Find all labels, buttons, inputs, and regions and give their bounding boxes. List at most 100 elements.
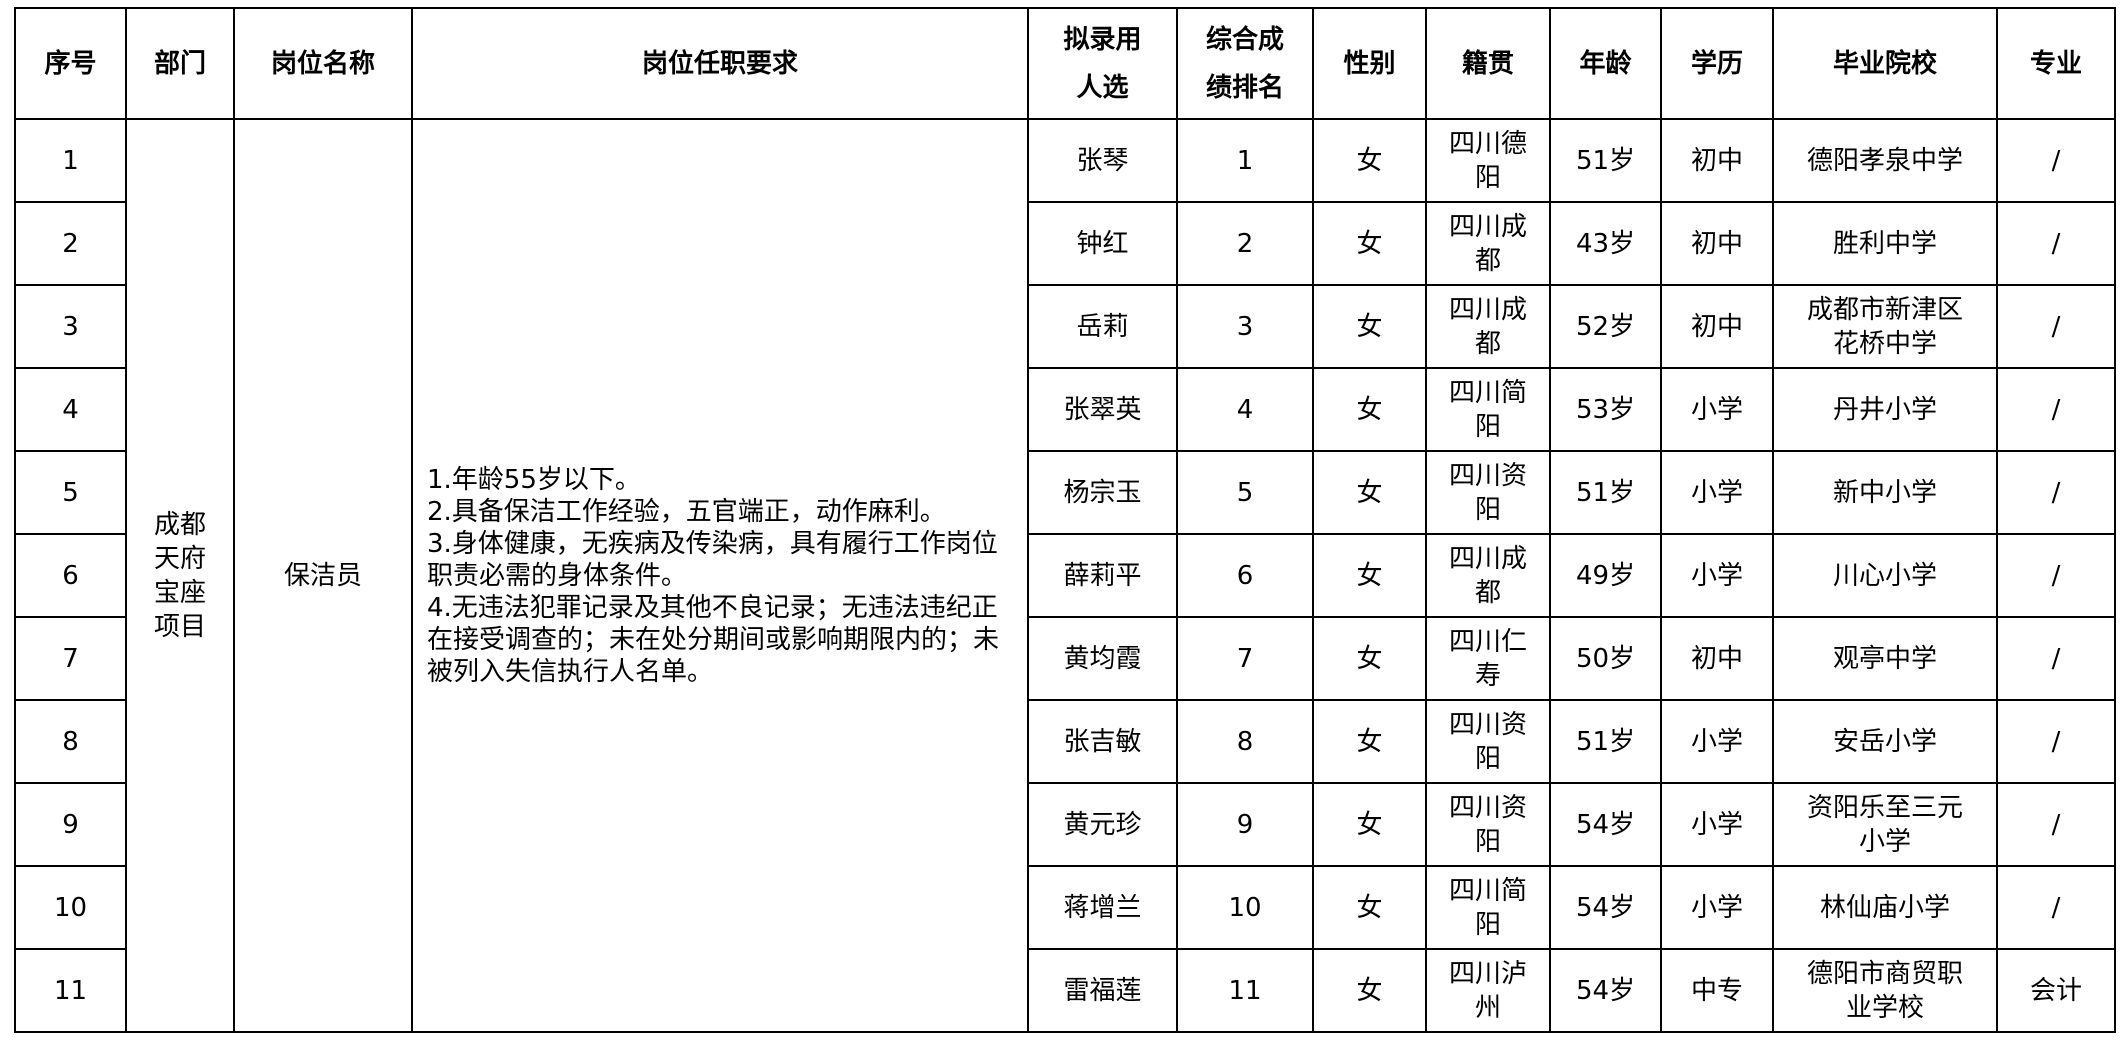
origin-cell-text: 四川成 都 [1448, 211, 1527, 276]
gender-cell-text: 女 [1356, 892, 1383, 923]
age-cell: 54岁 [1549, 782, 1662, 867]
table-row: 10 蒋增兰 10 女 四川简 阳 54岁 小学 林仙庙小学 / [14, 865, 2116, 950]
education-cell-text: 中专 [1690, 975, 1743, 1006]
origin-cell: 四川成 都 [1425, 284, 1551, 369]
education-cell-text: 小学 [1690, 809, 1743, 840]
major-cell: / [1996, 533, 2116, 618]
education-cell-text: 初中 [1690, 643, 1743, 674]
name-cell-text: 钟红 [1076, 228, 1129, 259]
education-cell: 小学 [1660, 450, 1774, 535]
rank-cell-text: 6 [1236, 560, 1254, 591]
major-cell: / [1996, 118, 2116, 203]
requirements-cell: 1.年龄55岁以下。 2.具备保洁工作经验，五官端正，动作麻利。 3.身体健康，… [411, 118, 1029, 1033]
name-cell-text: 张翠英 [1063, 394, 1142, 425]
school-cell-text: 丹井小学 [1832, 394, 1937, 425]
header-cell: 年龄 [1549, 7, 1662, 120]
age-cell-text: 49岁 [1575, 560, 1636, 591]
school-cell-text: 新中小学 [1832, 477, 1937, 508]
name-cell: 张吉敏 [1027, 699, 1178, 784]
education-cell: 小学 [1660, 533, 1774, 618]
age-cell-text: 43岁 [1575, 228, 1636, 259]
rank-cell: 9 [1176, 782, 1314, 867]
gender-cell-text: 女 [1356, 311, 1383, 342]
origin-cell-text: 四川简 阳 [1448, 875, 1527, 940]
education-cell: 小学 [1660, 699, 1774, 784]
school-cell: 川心小学 [1772, 533, 1998, 618]
origin-cell-text: 四川成 都 [1448, 294, 1527, 359]
no-cell-text: 3 [62, 311, 79, 342]
origin-cell-text: 四川德 阳 [1448, 128, 1527, 193]
position-cell: 保洁员 [233, 118, 413, 1033]
major-cell-text: / [2051, 560, 2061, 591]
origin-cell-text: 四川仁 寿 [1448, 626, 1527, 691]
origin-cell-text: 四川成 都 [1448, 543, 1527, 608]
no-cell-text: 1 [62, 145, 79, 176]
rank-cell: 7 [1176, 616, 1314, 701]
name-cell: 杨宗玉 [1027, 450, 1178, 535]
major-cell: 会计 [1996, 948, 2116, 1033]
no-cell: 9 [14, 782, 127, 867]
major-cell: / [1996, 201, 2116, 286]
rank-cell-text: 8 [1236, 726, 1254, 757]
education-cell: 小学 [1660, 782, 1774, 867]
header-cell: 性别 [1312, 7, 1427, 120]
age-cell: 50岁 [1549, 616, 1662, 701]
no-cell: 4 [14, 367, 127, 452]
age-cell: 43岁 [1549, 201, 1662, 286]
header-cell: 学历 [1660, 7, 1774, 120]
no-cell: 1 [14, 118, 127, 203]
age-cell-text: 51岁 [1575, 145, 1636, 176]
education-cell-text: 初中 [1690, 145, 1743, 176]
age-cell-text: 54岁 [1575, 975, 1636, 1006]
age-cell-text: 54岁 [1575, 892, 1636, 923]
no-cell: 6 [14, 533, 127, 618]
school-cell-text: 资阳乐至三元 小学 [1806, 792, 1963, 857]
no-cell-text: 9 [62, 809, 79, 840]
school-cell: 德阳孝泉中学 [1772, 118, 1998, 203]
school-cell: 观亭中学 [1772, 616, 1998, 701]
major-cell-text: / [2051, 311, 2061, 342]
age-cell: 54岁 [1549, 865, 1662, 950]
gender-cell: 女 [1312, 118, 1427, 203]
school-cell: 成都市新津区 花桥中学 [1772, 284, 1998, 369]
name-cell: 薛莉平 [1027, 533, 1178, 618]
table-row: 11 雷福莲 11 女 四川泸 州 54岁 中专 德阳市商贸职 业学校 会计 [14, 948, 2116, 1033]
rank-cell: 3 [1176, 284, 1314, 369]
no-cell-text: 5 [62, 477, 79, 508]
name-cell: 雷福莲 [1027, 948, 1178, 1033]
education-cell: 初中 [1660, 284, 1774, 369]
name-cell: 黄均霞 [1027, 616, 1178, 701]
no-cell: 2 [14, 201, 127, 286]
name-cell-text: 张吉敏 [1063, 726, 1142, 757]
table-row: 2 钟红 2 女 四川成 都 43岁 初中 胜利中学 / [14, 201, 2116, 286]
education-cell-text: 小学 [1690, 892, 1743, 923]
education-cell-text: 初中 [1690, 311, 1743, 342]
rank-cell-text: 10 [1228, 892, 1262, 923]
school-cell: 资阳乐至三元 小学 [1772, 782, 1998, 867]
major-cell-text: / [2051, 892, 2061, 923]
origin-cell: 四川资 阳 [1425, 782, 1551, 867]
school-cell: 安岳小学 [1772, 699, 1998, 784]
no-cell-text: 11 [53, 975, 88, 1006]
rank-cell: 5 [1176, 450, 1314, 535]
rank-cell-text: 4 [1236, 394, 1254, 425]
gender-cell-text: 女 [1356, 726, 1383, 757]
gender-cell: 女 [1312, 948, 1427, 1033]
origin-cell-text: 四川简 阳 [1448, 377, 1527, 442]
major-cell-text: / [2051, 228, 2061, 259]
header-cell: 籍贯 [1425, 7, 1551, 120]
name-cell-text: 黄均霞 [1063, 643, 1142, 674]
rank-cell: 6 [1176, 533, 1314, 618]
name-cell-text: 雷福莲 [1063, 975, 1142, 1006]
rank-cell-text: 1 [1236, 145, 1254, 176]
gender-cell-text: 女 [1356, 394, 1383, 425]
gender-cell: 女 [1312, 616, 1427, 701]
major-cell-text: / [2051, 726, 2061, 757]
gender-cell-text: 女 [1356, 975, 1383, 1006]
name-cell: 黄元珍 [1027, 782, 1178, 867]
no-cell: 11 [14, 948, 127, 1033]
origin-cell: 四川德 阳 [1425, 118, 1551, 203]
school-cell-text: 成都市新津区 花桥中学 [1806, 294, 1963, 359]
age-cell-text: 53岁 [1575, 394, 1636, 425]
school-cell-text: 德阳孝泉中学 [1806, 145, 1963, 176]
